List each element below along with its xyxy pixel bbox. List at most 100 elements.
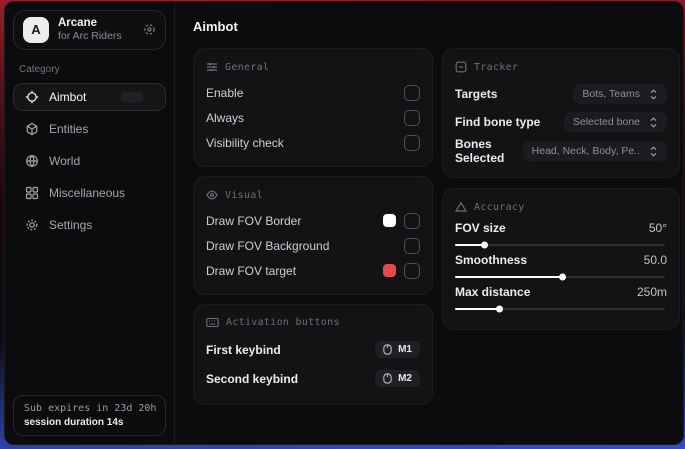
slider-thumb[interactable]	[559, 273, 567, 281]
app-subtitle: for Arc Riders	[58, 30, 122, 43]
category-label: Category	[19, 63, 60, 75]
sidebar-item-aimbot[interactable]: Aimbot	[13, 82, 166, 111]
session-duration: session duration 14s	[24, 417, 124, 428]
crosshair-icon	[24, 90, 39, 104]
sidebar-item-world[interactable]: World	[13, 147, 166, 175]
setting-row: Max distance 250m	[455, 285, 667, 299]
activation-card: Activation buttons First keybind	[193, 304, 433, 405]
scan-icon	[24, 122, 39, 136]
gear-icon	[24, 218, 39, 232]
second-keybind-button[interactable]: M2	[375, 370, 420, 387]
eye-icon	[206, 189, 218, 201]
enable-checkbox[interactable]	[404, 84, 420, 101]
setting-label: Draw FOV Background	[206, 238, 330, 253]
setting-row: Find bone type Selected bone	[455, 109, 667, 135]
setting-row: Draw FOV Border	[206, 209, 420, 232]
sidebar-item-label: Entities	[49, 121, 89, 136]
setting-label: First keybind	[206, 342, 281, 357]
grid-icon	[24, 186, 39, 200]
setting-row: Draw FOV target	[206, 259, 420, 282]
dropdown-value: Bots, Teams	[582, 88, 640, 100]
slider-thumb[interactable]	[481, 241, 489, 249]
fov-size-value: 50°	[648, 221, 667, 235]
fov-target-color-swatch[interactable]	[383, 264, 396, 277]
setting-row: Enable	[206, 81, 420, 104]
setting-label: Always	[206, 110, 245, 125]
setting-label: Visibility check	[206, 135, 284, 150]
setting-row: Bones Selected Head, Neck, Body, Pe..	[455, 137, 667, 165]
draw-fov-border-checkbox[interactable]	[404, 212, 420, 229]
dropdown-value: Head, Neck, Body, Pe..	[531, 145, 640, 157]
square-minus-icon	[455, 61, 467, 73]
setting-row: First keybind M1	[206, 336, 420, 363]
card-title: Activation buttons	[226, 317, 340, 328]
sidebar-item-miscellaneous[interactable]: Miscellaneous	[13, 179, 166, 207]
card-title: Visual	[225, 189, 263, 201]
keybind-value: M1	[398, 344, 412, 355]
app-title: Arcane	[58, 17, 97, 29]
sidebar-item-label: Settings	[49, 217, 93, 232]
chevron-updown-icon	[649, 116, 658, 128]
setting-label: FOV size	[455, 221, 506, 235]
setting-label: Enable	[206, 85, 244, 100]
card-title: Accuracy	[474, 201, 525, 213]
setting-row: Visibility check	[206, 131, 420, 154]
logo: A	[23, 16, 49, 43]
sliders-icon	[206, 61, 218, 73]
sidebar-item-label: Miscellaneous	[49, 185, 126, 200]
sync-icon[interactable]	[143, 23, 156, 36]
triangle-icon	[455, 201, 467, 213]
max-distance-value: 250m	[636, 285, 667, 299]
subscription-expiry: Sub expires in 23d 20h	[24, 403, 157, 414]
setting-label: Draw FOV Border	[206, 213, 302, 228]
setting-label: Second keybind	[206, 371, 299, 386]
chevron-updown-icon	[649, 88, 658, 100]
targets-dropdown[interactable]: Bots, Teams	[573, 84, 667, 104]
draw-fov-background-checkbox[interactable]	[404, 237, 420, 254]
page-title: Aimbot	[193, 19, 238, 34]
max-distance-slider[interactable]	[455, 305, 665, 313]
setting-row: FOV size 50°	[455, 221, 667, 235]
smoothness-slider[interactable]	[455, 273, 665, 281]
fov-border-color-swatch[interactable]	[383, 214, 396, 227]
keyboard-icon	[206, 317, 219, 328]
general-card: General Enable Always Visibility check	[193, 48, 433, 167]
find-bone-type-dropdown[interactable]: Selected bone	[563, 112, 667, 132]
setting-row: Always	[206, 106, 420, 129]
sidebar-item-label: World	[49, 153, 81, 168]
visual-card: Visual Draw FOV Border Draw FOV Backgrou…	[193, 176, 433, 295]
first-keybind-button[interactable]: M1	[375, 341, 420, 358]
sidebar-item-label: Aimbot	[49, 89, 87, 104]
active-item-hint	[121, 91, 143, 102]
setting-row: Targets Bots, Teams	[455, 81, 667, 107]
always-checkbox[interactable]	[404, 109, 420, 126]
accuracy-card: Accuracy FOV size 50° Smoothness 50.0	[442, 188, 680, 330]
setting-label: Find bone type	[455, 115, 541, 129]
main-content: Aimbot General	[175, 2, 683, 444]
card-title: General	[225, 61, 270, 73]
sidebar-nav: Aimbot Entities	[13, 82, 166, 239]
setting-label: Targets	[455, 87, 498, 101]
sidebar: A Arcane for Arc Riders Category	[5, 2, 175, 444]
smoothness-value: 50.0	[643, 253, 667, 267]
bones-selected-dropdown[interactable]: Head, Neck, Body, Pe..	[522, 141, 667, 161]
visibility-check-checkbox[interactable]	[404, 134, 420, 151]
mouse-icon	[383, 373, 392, 384]
app-window: A Arcane for Arc Riders Category	[4, 1, 684, 445]
setting-row: Draw FOV Background	[206, 234, 420, 257]
sidebar-item-settings[interactable]: Settings	[13, 211, 166, 239]
setting-row: Smoothness 50.0	[455, 253, 667, 267]
tracker-card: Tracker Targets Bots, Teams	[442, 48, 680, 178]
logo-card: A Arcane for Arc Riders	[13, 10, 166, 50]
keybind-value: M2	[398, 373, 412, 384]
setting-label: Smoothness	[455, 253, 528, 267]
mouse-icon	[383, 344, 392, 355]
slider-thumb[interactable]	[496, 305, 504, 313]
fov-size-slider[interactable]	[455, 241, 665, 249]
chevron-updown-icon	[649, 145, 658, 157]
draw-fov-target-checkbox[interactable]	[404, 262, 420, 279]
setting-label: Bones Selected	[455, 137, 505, 165]
dropdown-value: Selected bone	[572, 116, 640, 128]
sidebar-item-entities[interactable]: Entities	[13, 115, 166, 143]
subscription-box: Sub expires in 23d 20h session duration …	[13, 395, 166, 436]
